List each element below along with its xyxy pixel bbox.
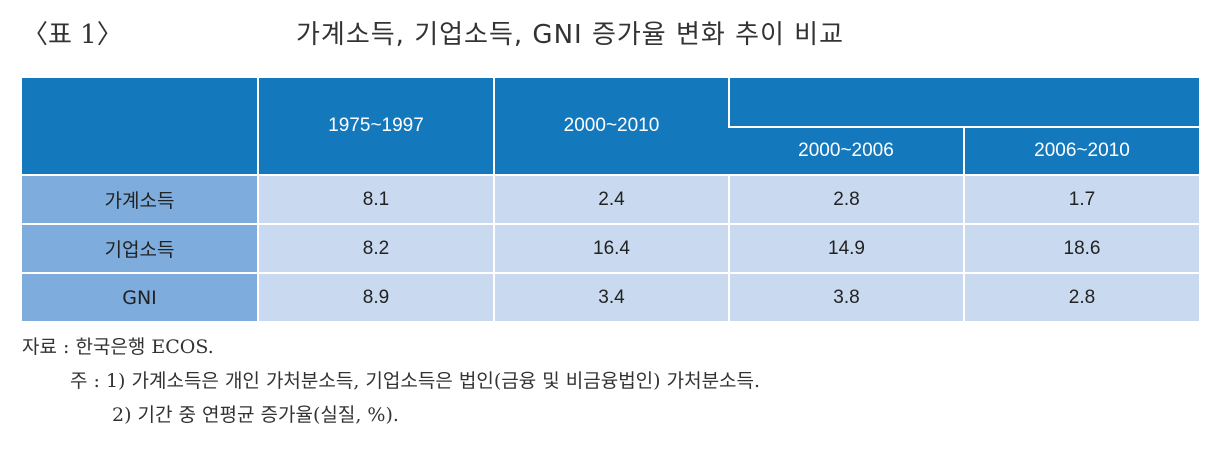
table-cell: 3.4 — [493, 272, 729, 321]
header-2000-2010: 2000~2010 — [493, 78, 729, 175]
table-title: 가계소득, 기업소득, GNI 증가율 변화 추이 비교 — [296, 20, 845, 50]
footnote-2: 2) 기간 중 연평균 증가율(실질, %). — [112, 404, 399, 426]
header-1975-1997: 1975~1997 — [257, 78, 494, 175]
data-table-container: 1975~1997 2000~2010 2000~2006 2006~2010 … — [22, 78, 1199, 321]
table-cell: 1.7 — [963, 174, 1199, 224]
row-label-corporate-income: 기업소득 — [22, 223, 258, 273]
table-cell: 16.4 — [493, 223, 729, 273]
table-cell: 8.9 — [257, 272, 494, 321]
table-cell: 8.1 — [257, 174, 494, 224]
table-caption-label: 〈표 1〉 — [22, 20, 123, 50]
footnote-1: 주 : 1) 가계소득은 개인 가처분소득, 기업소득은 법인(금융 및 비금융… — [70, 370, 761, 392]
table-row: GNI 8.9 3.4 3.8 2.8 — [22, 272, 1199, 321]
row-label-gni: GNI — [22, 272, 258, 321]
table-cell: 2.8 — [963, 272, 1199, 321]
header-span-cell — [728, 78, 1199, 127]
growth-rate-table: 1975~1997 2000~2010 2000~2006 2006~2010 … — [22, 78, 1199, 321]
table-cell: 18.6 — [963, 223, 1199, 273]
table-row: 가계소득 8.1 2.4 2.8 1.7 — [22, 174, 1199, 224]
table-cell: 8.2 — [257, 223, 494, 273]
source-note: 자료 : 한국은행 ECOS. — [22, 336, 214, 358]
table-cell: 2.4 — [493, 174, 729, 224]
table-cell: 3.8 — [728, 272, 964, 321]
header-2006-2010: 2006~2010 — [963, 126, 1199, 175]
table-row: 기업소득 8.2 16.4 14.9 18.6 — [22, 223, 1199, 273]
table-cell: 14.9 — [728, 223, 964, 273]
table-notes: 자료 : 한국은행 ECOS. 주 : 1) 가계소득은 개인 가처분소득, 기… — [22, 330, 760, 432]
header-empty-cell — [22, 78, 258, 175]
table-cell: 2.8 — [728, 174, 964, 224]
header-2000-2006: 2000~2006 — [729, 126, 964, 175]
row-label-household-income: 가계소득 — [22, 174, 258, 224]
